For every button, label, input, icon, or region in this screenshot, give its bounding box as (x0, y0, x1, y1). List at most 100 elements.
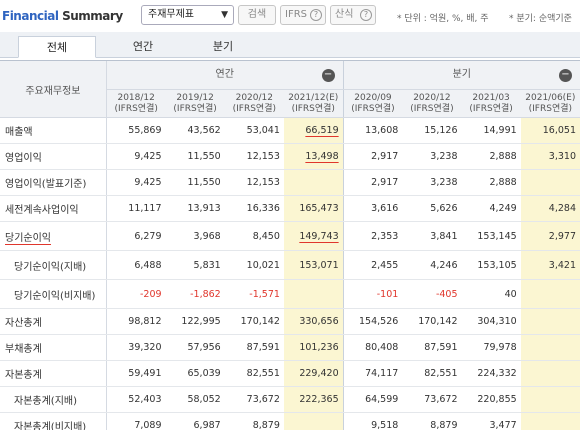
value-text: 2,917 (371, 177, 399, 188)
row-label[interactable]: 자본총계(비지배) (0, 412, 107, 430)
value-text: 149,743 (299, 230, 339, 242)
value-text: 154,526 (359, 316, 399, 327)
quarter-basis-note: * 분기: 순액기준 (509, 14, 572, 24)
row-label-text: 자본총계 (5, 370, 42, 381)
period-label: 2021/03 (472, 92, 510, 103)
value-cell: 66,519 (283, 117, 344, 144)
value-text: 8,879 (430, 420, 458, 430)
value-text: 229,420 (299, 368, 339, 379)
value-text: 3,421 (548, 259, 576, 271)
row-label[interactable]: 당기순이익 (0, 221, 107, 251)
value-cell: 9,425 (106, 143, 166, 170)
value-text: 153,145 (477, 230, 517, 242)
value-text: 4,284 (548, 203, 576, 214)
value-cell: 82,551 (402, 360, 462, 387)
basis-label: (IFRS연결) (114, 103, 158, 114)
row-label[interactable]: 부채총계 (0, 334, 107, 361)
value-text: 82,551 (246, 368, 280, 379)
value-cell: 304,310 (461, 308, 521, 335)
value-text: 122,995 (181, 316, 221, 327)
period-column-header: 2021/12(E) (IFRS연결) (283, 89, 344, 118)
page-title: Financial Summary (2, 9, 123, 23)
value-text: 79,978 (483, 342, 517, 353)
statement-type-select[interactable]: 주재무제표 ▼ (141, 5, 234, 25)
table-row: 당기순이익(지배) 6,488 5,831 10,021 153,071 2,455 4,2… (0, 250, 580, 280)
value-cell: 13,498 (283, 143, 344, 170)
value-cell: 65,039 (165, 360, 225, 387)
value-text: 101,236 (299, 342, 339, 353)
formula-help-button[interactable]: 산식 ? (330, 5, 376, 25)
value-cell: 149,743 (283, 221, 344, 251)
row-label-text: 당기순이익(비지배) (14, 290, 96, 302)
period-label: 2019/12 (176, 92, 214, 103)
table-row: 매출액 55,869 43,562 53,041 66,519 13,608 15,126 1… (0, 117, 580, 144)
row-label[interactable]: 자본총계 (0, 360, 107, 387)
row-label[interactable]: 당기순이익(비지배) (0, 279, 107, 309)
value-text: 4,246 (430, 259, 458, 271)
value-text: 13,608 (365, 125, 399, 136)
tab-all[interactable]: 전체 (18, 36, 96, 58)
value-text: -1,571 (249, 288, 280, 300)
value-cell: 12,153 (224, 143, 284, 170)
table-row: 자본총계 59,491 65,039 82,551 229,420 74,117 82,55… (0, 360, 580, 387)
value-text: 3,968 (193, 230, 221, 242)
row-label[interactable]: 자본총계(지배) (0, 386, 107, 413)
value-cell (283, 169, 344, 196)
value-cell: 73,672 (224, 386, 284, 413)
period-tabs: 전체 연간 분기 (0, 32, 580, 58)
value-text: 52,403 (128, 394, 162, 405)
tab-quarterly[interactable]: 분기 (212, 40, 234, 53)
formula-label: 산식 (335, 9, 354, 20)
toolbar: Financial Summary 주재무제표 ▼ 검색 IFRS ? 산식 ?… (0, 0, 580, 32)
value-text: 57,956 (187, 342, 221, 353)
value-text: 65,039 (187, 368, 221, 379)
value-cell: 40 (461, 279, 521, 309)
value-cell: 80,408 (342, 334, 403, 361)
value-text: 11,117 (128, 203, 162, 214)
search-button[interactable]: 검색 (238, 5, 276, 25)
value-text: 13,498 (305, 151, 339, 162)
table-row: 자본총계(비지배) 7,089 6,987 8,879 9,518 8,879 3,477 (0, 412, 580, 430)
value-text: 220,855 (477, 394, 517, 405)
value-cell: 9,425 (106, 169, 166, 196)
table-row: 영업이익 9,425 11,550 12,153 13,498 2,917 3,238 2,8… (0, 143, 580, 170)
collapse-annual-button[interactable]: − (321, 69, 335, 82)
brand-title-part2: Summary (58, 9, 123, 23)
value-text: 3,238 (430, 177, 458, 188)
row-label[interactable]: 당기순이익(지배) (0, 250, 107, 280)
row-label[interactable]: 영업이익 (0, 143, 107, 170)
row-label[interactable]: 영업이익(발표기준) (0, 169, 107, 196)
value-cell: 6,987 (165, 412, 225, 430)
value-cell: 57,956 (165, 334, 225, 361)
value-cell: 2,917 (342, 169, 403, 196)
tab-annual[interactable]: 연간 (132, 40, 154, 53)
value-text: 10,021 (246, 259, 280, 271)
table-row: 당기순이익(비지배) -209 -1,862 -1,571 -101 -405 40 (0, 279, 580, 309)
value-text: 98,812 (128, 316, 162, 327)
value-cell: 53,041 (224, 117, 284, 144)
row-label-text: 자산총계 (5, 318, 42, 329)
chevron-down-icon: ▼ (221, 10, 228, 20)
row-label[interactable]: 매출액 (0, 117, 107, 144)
value-text: 40 (504, 288, 517, 300)
value-cell: 4,246 (402, 250, 462, 280)
value-cell: 220,855 (461, 386, 521, 413)
quarter-group-header: 분기 − (342, 61, 580, 90)
value-text: 224,332 (477, 368, 517, 379)
value-text: 7,089 (134, 420, 162, 430)
row-label[interactable]: 자산총계 (0, 308, 107, 335)
value-cell: 55,869 (106, 117, 166, 144)
collapse-quarter-button[interactable]: − (559, 69, 572, 82)
value-cell: 153,071 (283, 250, 344, 280)
value-cell: 7,089 (106, 412, 166, 430)
ifrs-help-button[interactable]: IFRS ? (280, 5, 326, 25)
value-cell: 6,279 (106, 221, 166, 251)
value-text: 170,142 (418, 316, 458, 327)
value-cell: 3,421 (520, 250, 580, 280)
annual-group-header: 연간 − (106, 61, 344, 90)
value-text: 222,365 (299, 394, 339, 405)
value-cell (520, 279, 580, 309)
value-text: 12,153 (246, 177, 280, 188)
question-icon: ? (360, 9, 372, 21)
row-label[interactable]: 세전계속사업이익 (0, 195, 107, 222)
